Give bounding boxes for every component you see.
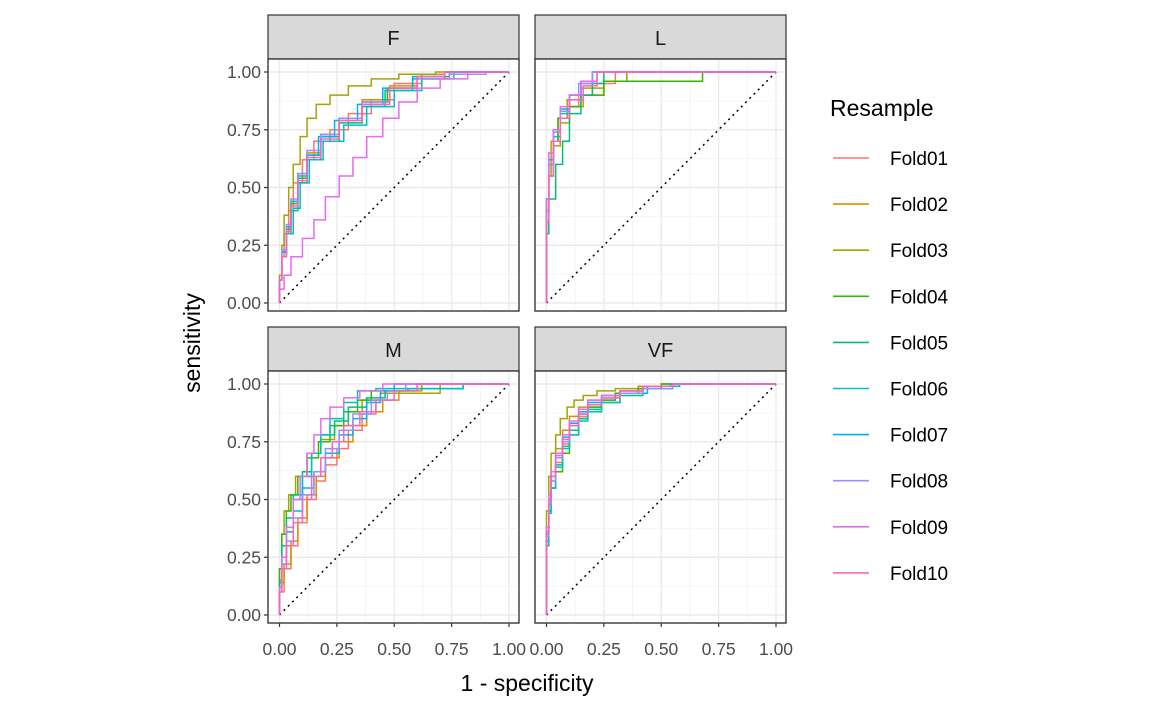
legend-item-fold07: Fold07 [833, 426, 948, 447]
reference-diagonal [278, 71, 510, 304]
x-tick-label: 0.25 [587, 639, 621, 659]
strip-m [267, 326, 520, 372]
x-tick-label: 0.25 [320, 639, 354, 659]
panel-border [534, 370, 787, 624]
x-tick-label: 1.00 [759, 639, 793, 659]
curves-l [545, 71, 776, 303]
legend-item-fold02: Fold02 [833, 195, 948, 216]
roc-curve-fold09 [278, 71, 509, 303]
legend-title: Resample [830, 95, 934, 121]
reference-diagonal [545, 71, 777, 304]
panel-border [267, 58, 520, 312]
plot-area-vf [534, 370, 787, 624]
strip-label-f: F [387, 28, 399, 50]
panel-f: F [267, 14, 520, 312]
x-axis-title: 1 - specificity [461, 670, 594, 696]
legend-label: Fold09 [890, 518, 948, 539]
reference-diagonal [545, 383, 777, 616]
diagonal-m [278, 383, 510, 616]
x-tick-label: 1.00 [492, 639, 526, 659]
roc-curve-fold10 [278, 71, 509, 303]
y-tick-label: 0.50 [227, 178, 261, 198]
x-tick-label: 0.50 [377, 639, 411, 659]
legend-label: Fold08 [890, 472, 948, 493]
legend-label: Fold06 [890, 380, 948, 401]
legend-label: Fold01 [890, 149, 948, 170]
panel-l: L [534, 14, 787, 312]
legend: Resample Fold01 Fold02 Fold03 Fold04 Fold05 F… [830, 95, 949, 585]
grid-vf [535, 371, 786, 623]
strip-l [534, 14, 787, 60]
curves-vf [545, 383, 776, 615]
y-tick-label: 0.00 [227, 293, 261, 313]
legend-item-fold08: Fold08 [833, 472, 948, 493]
legend-label: Fold02 [890, 195, 948, 216]
y-tick-label: 1.00 [227, 62, 261, 82]
reference-diagonal [278, 383, 510, 616]
strip-label-m: M [385, 340, 402, 362]
roc-curve-fold06 [545, 383, 776, 615]
strip-vf [534, 326, 787, 372]
legend-item-fold01: Fold01 [833, 149, 948, 170]
strip-label-vf: VF [648, 340, 674, 362]
grid-f [268, 59, 519, 311]
plot-area-m [267, 370, 520, 624]
legend-item-fold06: Fold06 [833, 380, 948, 401]
y-tick-label: 1.00 [227, 374, 261, 394]
legend-item-fold03: Fold03 [833, 241, 948, 262]
y-tick-label: 0.25 [227, 547, 261, 567]
diagonal-vf [545, 383, 777, 616]
strip-f [267, 14, 520, 60]
x-tick-label: 0.00 [262, 639, 296, 659]
x-tick-label: 0.75 [435, 639, 469, 659]
legend-item-fold10: Fold10 [833, 564, 948, 585]
y-tick-label: 0.00 [227, 605, 261, 625]
plot-area-l [534, 58, 787, 312]
y-tick-label: 0.75 [227, 120, 261, 140]
panel-border [534, 58, 787, 312]
y-axis-ticks-top-row: 0.00 0.25 0.50 0.75 1.00 [227, 62, 268, 313]
legend-label: Fold04 [890, 287, 949, 308]
x-tick-label: 0.75 [702, 639, 736, 659]
x-axis-ticks-right-col: 0.00 0.25 0.50 0.75 1.00 [529, 623, 793, 659]
curves-m [278, 383, 509, 615]
x-tick-label: 0.00 [529, 639, 563, 659]
legend-label: Fold10 [890, 564, 948, 585]
y-axis-title: sensitivity [179, 293, 205, 393]
legend-label: Fold05 [890, 333, 948, 354]
roc-curve-fold10 [278, 383, 509, 615]
roc-curve-fold10 [545, 71, 776, 303]
panel-m: M [267, 326, 520, 624]
x-axis-ticks-left-col: 0.00 0.25 0.50 0.75 1.00 [262, 623, 526, 659]
diagonal-l [545, 71, 777, 304]
legend-item-fold05: Fold05 [833, 333, 948, 354]
y-tick-label: 0.75 [227, 432, 261, 452]
panel-border [267, 370, 520, 624]
legend-label: Fold07 [890, 426, 948, 447]
y-axis-ticks-bottom-row: 0.00 0.25 0.50 0.75 1.00 [227, 374, 268, 625]
legend-item-fold09: Fold09 [833, 518, 948, 539]
curves-f [278, 71, 509, 303]
y-tick-label: 0.50 [227, 490, 261, 510]
x-tick-label: 0.50 [644, 639, 678, 659]
roc-curve-fold10 [545, 383, 776, 615]
roc-curve-fold03 [278, 71, 509, 303]
strip-label-l: L [655, 28, 666, 50]
legend-item-fold04: Fold04 [833, 287, 949, 308]
y-tick-label: 0.25 [227, 235, 261, 255]
panel-vf: VF [534, 326, 787, 624]
legend-label: Fold03 [890, 241, 948, 262]
diagonal-f [278, 71, 510, 304]
